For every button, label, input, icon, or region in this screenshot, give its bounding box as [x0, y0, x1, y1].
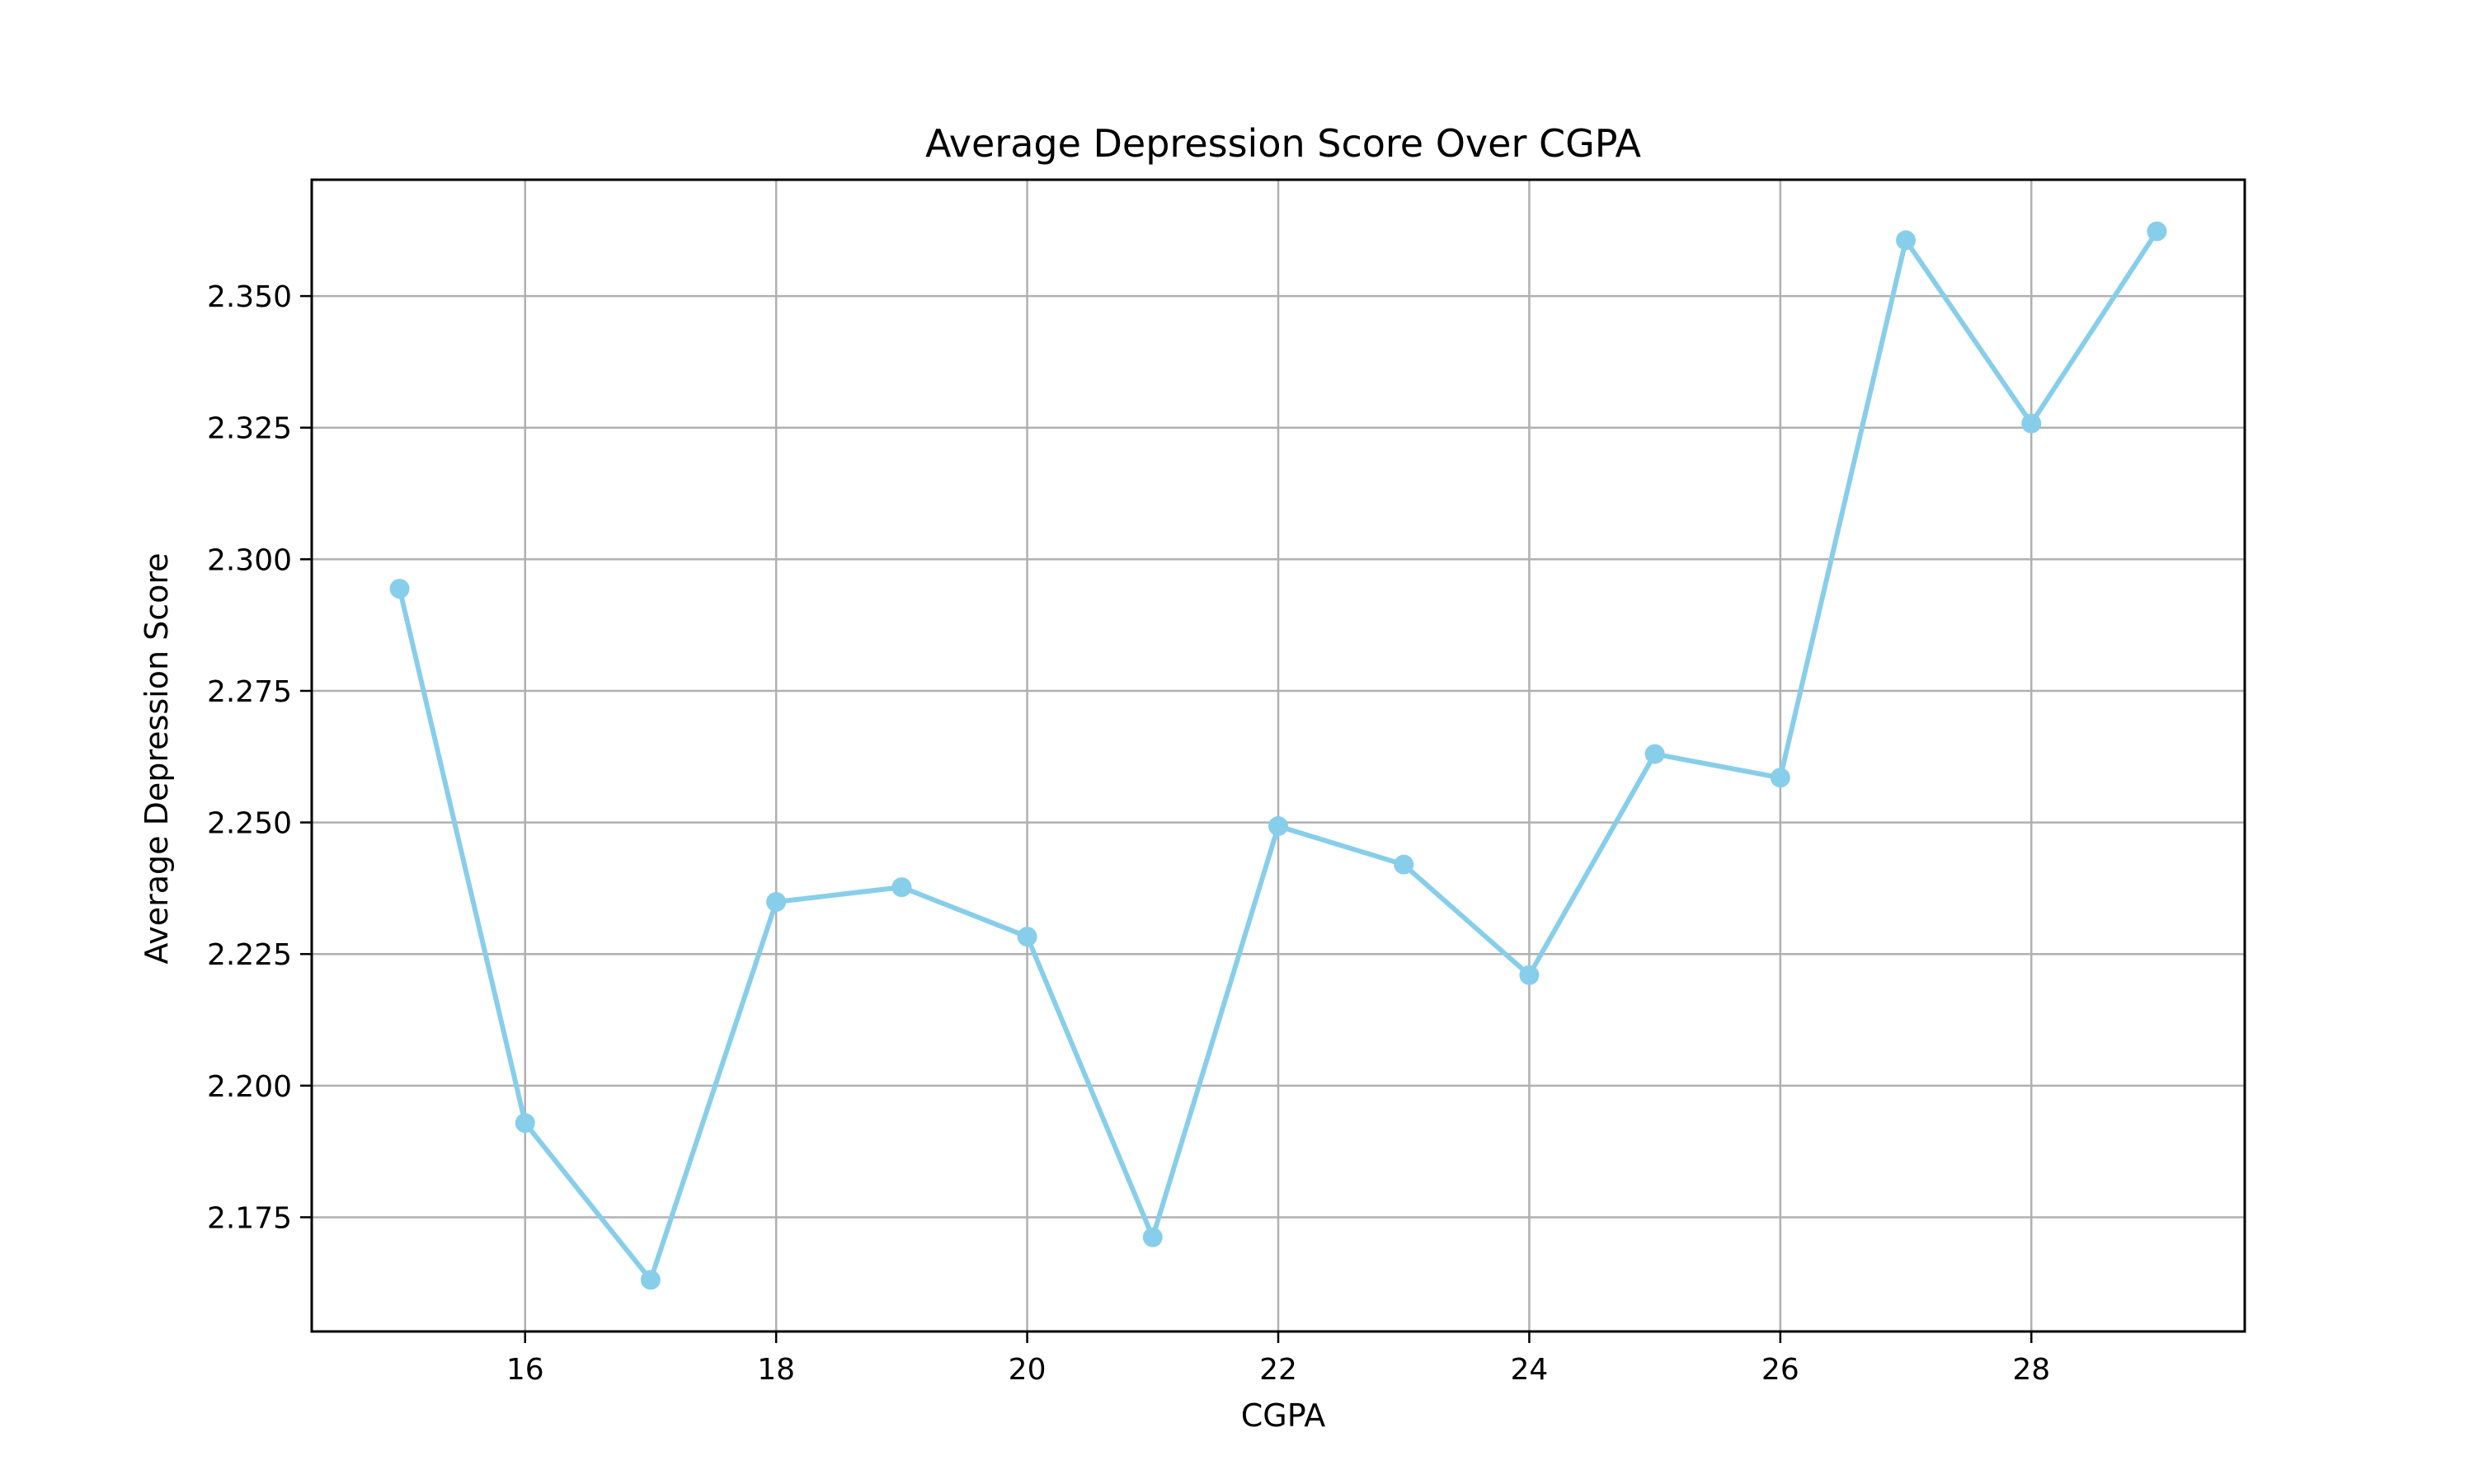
chart-title: Average Depression Score Over CGPA — [925, 121, 1642, 166]
x-tick-label: 20 — [1009, 1353, 1047, 1387]
y-tick-label: 2.325 — [207, 412, 292, 446]
y-tick-label: 2.275 — [207, 675, 292, 709]
y-tick-label: 2.200 — [207, 1070, 292, 1104]
data-point — [1268, 816, 1288, 837]
x-tick-label: 18 — [757, 1353, 795, 1387]
data-point — [891, 877, 912, 898]
y-axis-label: Average Depression Score — [139, 552, 175, 964]
series-group — [389, 221, 2167, 1290]
data-point — [1142, 1227, 1163, 1247]
x-axis-label: CGPA — [1241, 1397, 1325, 1434]
x-tick-label: 22 — [1259, 1353, 1297, 1387]
data-point — [1770, 768, 1790, 788]
data-point — [640, 1270, 661, 1290]
data-point — [1896, 230, 1917, 251]
y-tick-label: 2.175 — [207, 1201, 292, 1235]
data-point — [766, 891, 787, 912]
x-tick-label: 28 — [2012, 1353, 2050, 1387]
data-point — [1519, 965, 1540, 985]
y-tick-label: 2.350 — [207, 280, 292, 314]
data-point — [1644, 744, 1665, 764]
data-point — [389, 579, 410, 599]
grid-lines — [312, 180, 2245, 1331]
y-tick-label: 2.300 — [207, 543, 292, 577]
data-point — [1017, 927, 1037, 947]
y-tick-label: 2.250 — [207, 807, 292, 841]
x-tick-label: 24 — [1511, 1353, 1549, 1387]
y-axis-ticks: 2.175 2.200 2.225 2.250 2.275 2.300 2.325 2.350 — [207, 280, 312, 1235]
data-point — [2021, 413, 2042, 434]
y-tick-label: 2.225 — [207, 938, 292, 972]
data-point — [2147, 221, 2167, 242]
data-point — [515, 1113, 535, 1134]
x-tick-label: 26 — [1761, 1353, 1799, 1387]
data-point — [1394, 854, 1414, 875]
x-axis-ticks: 16 18 20 22 24 26 28 — [506, 1331, 2050, 1387]
x-tick-label: 16 — [506, 1353, 544, 1387]
